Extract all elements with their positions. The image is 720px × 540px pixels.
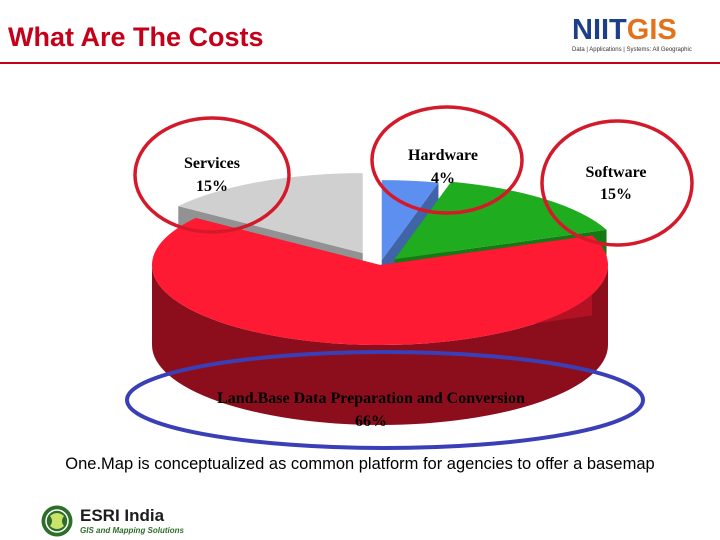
- services-highlight-ellipse: [133, 116, 291, 234]
- landbase-highlight-ellipse: [125, 350, 645, 450]
- services-label: Services: [184, 155, 240, 172]
- highlight-ellipses: [125, 105, 694, 450]
- slide-caption: One.Map is conceptualized as common plat…: [65, 455, 655, 473]
- landbase-slice: [152, 217, 608, 425]
- software-value-label: 15%: [600, 186, 632, 203]
- globe-icon: [41, 505, 73, 537]
- services-value-label: 15%: [196, 178, 228, 195]
- software-top-face: [394, 181, 607, 260]
- logo-gis-text: GIS: [626, 14, 677, 46]
- software-label: Software: [585, 164, 646, 181]
- landbase-value-label: 66%: [355, 413, 387, 430]
- hardware-label: Hardware: [408, 147, 478, 164]
- esri-tagline: GIS and Mapping Solutions: [80, 526, 184, 535]
- hardware-value-label: 4%: [431, 170, 455, 187]
- pie-slices: [152, 173, 608, 425]
- software-highlight-ellipse: [540, 119, 694, 247]
- hardware-highlight-ellipse: [370, 105, 524, 215]
- niit-gis-logo: NIITGIS Data | Applications | Systems: A…: [572, 14, 712, 66]
- slice-labels: Services 15% Hardware 4% Software 15% La…: [184, 147, 647, 430]
- title-underline: [0, 62, 720, 64]
- landbase-label: Land.Base Data Preparation and Conversio…: [217, 390, 525, 407]
- niit-gis-wordmark: NIITGIS: [572, 14, 712, 46]
- logo-niit-text: NIIT: [572, 14, 627, 46]
- logo-tagline: Data | Applications | Systems: All Geogr…: [572, 47, 692, 53]
- esri-name: ESRI India: [80, 506, 165, 525]
- landbase-top-face: [152, 217, 608, 345]
- slide-title: What Are The Costs: [8, 22, 264, 52]
